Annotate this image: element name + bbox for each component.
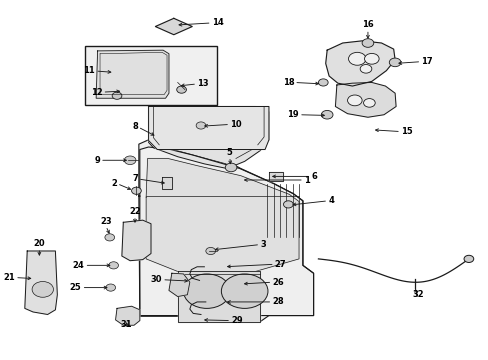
Circle shape xyxy=(105,234,114,241)
Text: 6: 6 xyxy=(310,172,316,181)
Text: 12: 12 xyxy=(91,87,102,96)
Polygon shape xyxy=(148,107,268,168)
Text: 30: 30 xyxy=(150,275,162,284)
Text: 29: 29 xyxy=(231,316,242,325)
Circle shape xyxy=(463,255,473,262)
Circle shape xyxy=(108,262,118,269)
Text: 26: 26 xyxy=(272,278,284,287)
Circle shape xyxy=(32,282,53,297)
Polygon shape xyxy=(122,220,151,261)
Text: 23: 23 xyxy=(100,217,111,226)
Polygon shape xyxy=(325,41,394,86)
Circle shape xyxy=(388,58,400,67)
Text: 5: 5 xyxy=(226,148,232,157)
Text: 24: 24 xyxy=(73,261,84,270)
Circle shape xyxy=(112,92,122,99)
Polygon shape xyxy=(146,158,299,271)
Circle shape xyxy=(221,274,267,309)
Circle shape xyxy=(183,274,230,309)
Text: 7: 7 xyxy=(132,175,138,184)
Text: 15: 15 xyxy=(400,127,412,136)
Circle shape xyxy=(176,86,186,93)
Text: 17: 17 xyxy=(421,57,432,66)
Text: 25: 25 xyxy=(70,283,81,292)
Text: 14: 14 xyxy=(211,18,223,27)
Text: 21: 21 xyxy=(3,273,15,282)
Circle shape xyxy=(363,99,374,107)
Polygon shape xyxy=(268,172,283,181)
Circle shape xyxy=(124,156,136,165)
Circle shape xyxy=(105,284,115,291)
Polygon shape xyxy=(162,177,171,189)
Text: 4: 4 xyxy=(327,196,333,205)
Text: 3: 3 xyxy=(260,240,265,249)
Circle shape xyxy=(348,52,365,65)
Polygon shape xyxy=(335,82,395,117)
Bar xyxy=(85,45,217,105)
Text: 1: 1 xyxy=(303,176,309,185)
Text: 11: 11 xyxy=(83,67,95,76)
Circle shape xyxy=(360,64,371,73)
Polygon shape xyxy=(177,271,260,321)
Circle shape xyxy=(364,53,378,64)
Circle shape xyxy=(362,39,373,47)
Text: 16: 16 xyxy=(361,21,373,30)
Circle shape xyxy=(347,95,362,106)
Text: 27: 27 xyxy=(274,260,286,269)
Polygon shape xyxy=(96,50,169,98)
Circle shape xyxy=(283,201,293,208)
Polygon shape xyxy=(139,140,313,321)
Circle shape xyxy=(318,79,327,86)
Text: 18: 18 xyxy=(282,78,294,87)
Polygon shape xyxy=(169,273,189,297)
Text: 28: 28 xyxy=(272,297,284,306)
Circle shape xyxy=(196,122,205,129)
Text: 8: 8 xyxy=(132,122,138,131)
Circle shape xyxy=(205,247,215,255)
Circle shape xyxy=(321,111,332,119)
Polygon shape xyxy=(155,18,192,35)
Polygon shape xyxy=(148,107,268,149)
Text: 9: 9 xyxy=(94,156,100,165)
Text: 2: 2 xyxy=(111,179,117,188)
Circle shape xyxy=(131,187,141,194)
Circle shape xyxy=(225,163,236,172)
Polygon shape xyxy=(25,251,57,315)
Text: 13: 13 xyxy=(197,80,208,89)
Text: 31: 31 xyxy=(121,320,132,329)
Text: 10: 10 xyxy=(230,120,241,129)
Polygon shape xyxy=(115,306,140,325)
Text: 32: 32 xyxy=(411,290,423,299)
Text: 20: 20 xyxy=(34,239,45,248)
Text: 22: 22 xyxy=(129,207,141,216)
Text: 19: 19 xyxy=(287,110,299,119)
